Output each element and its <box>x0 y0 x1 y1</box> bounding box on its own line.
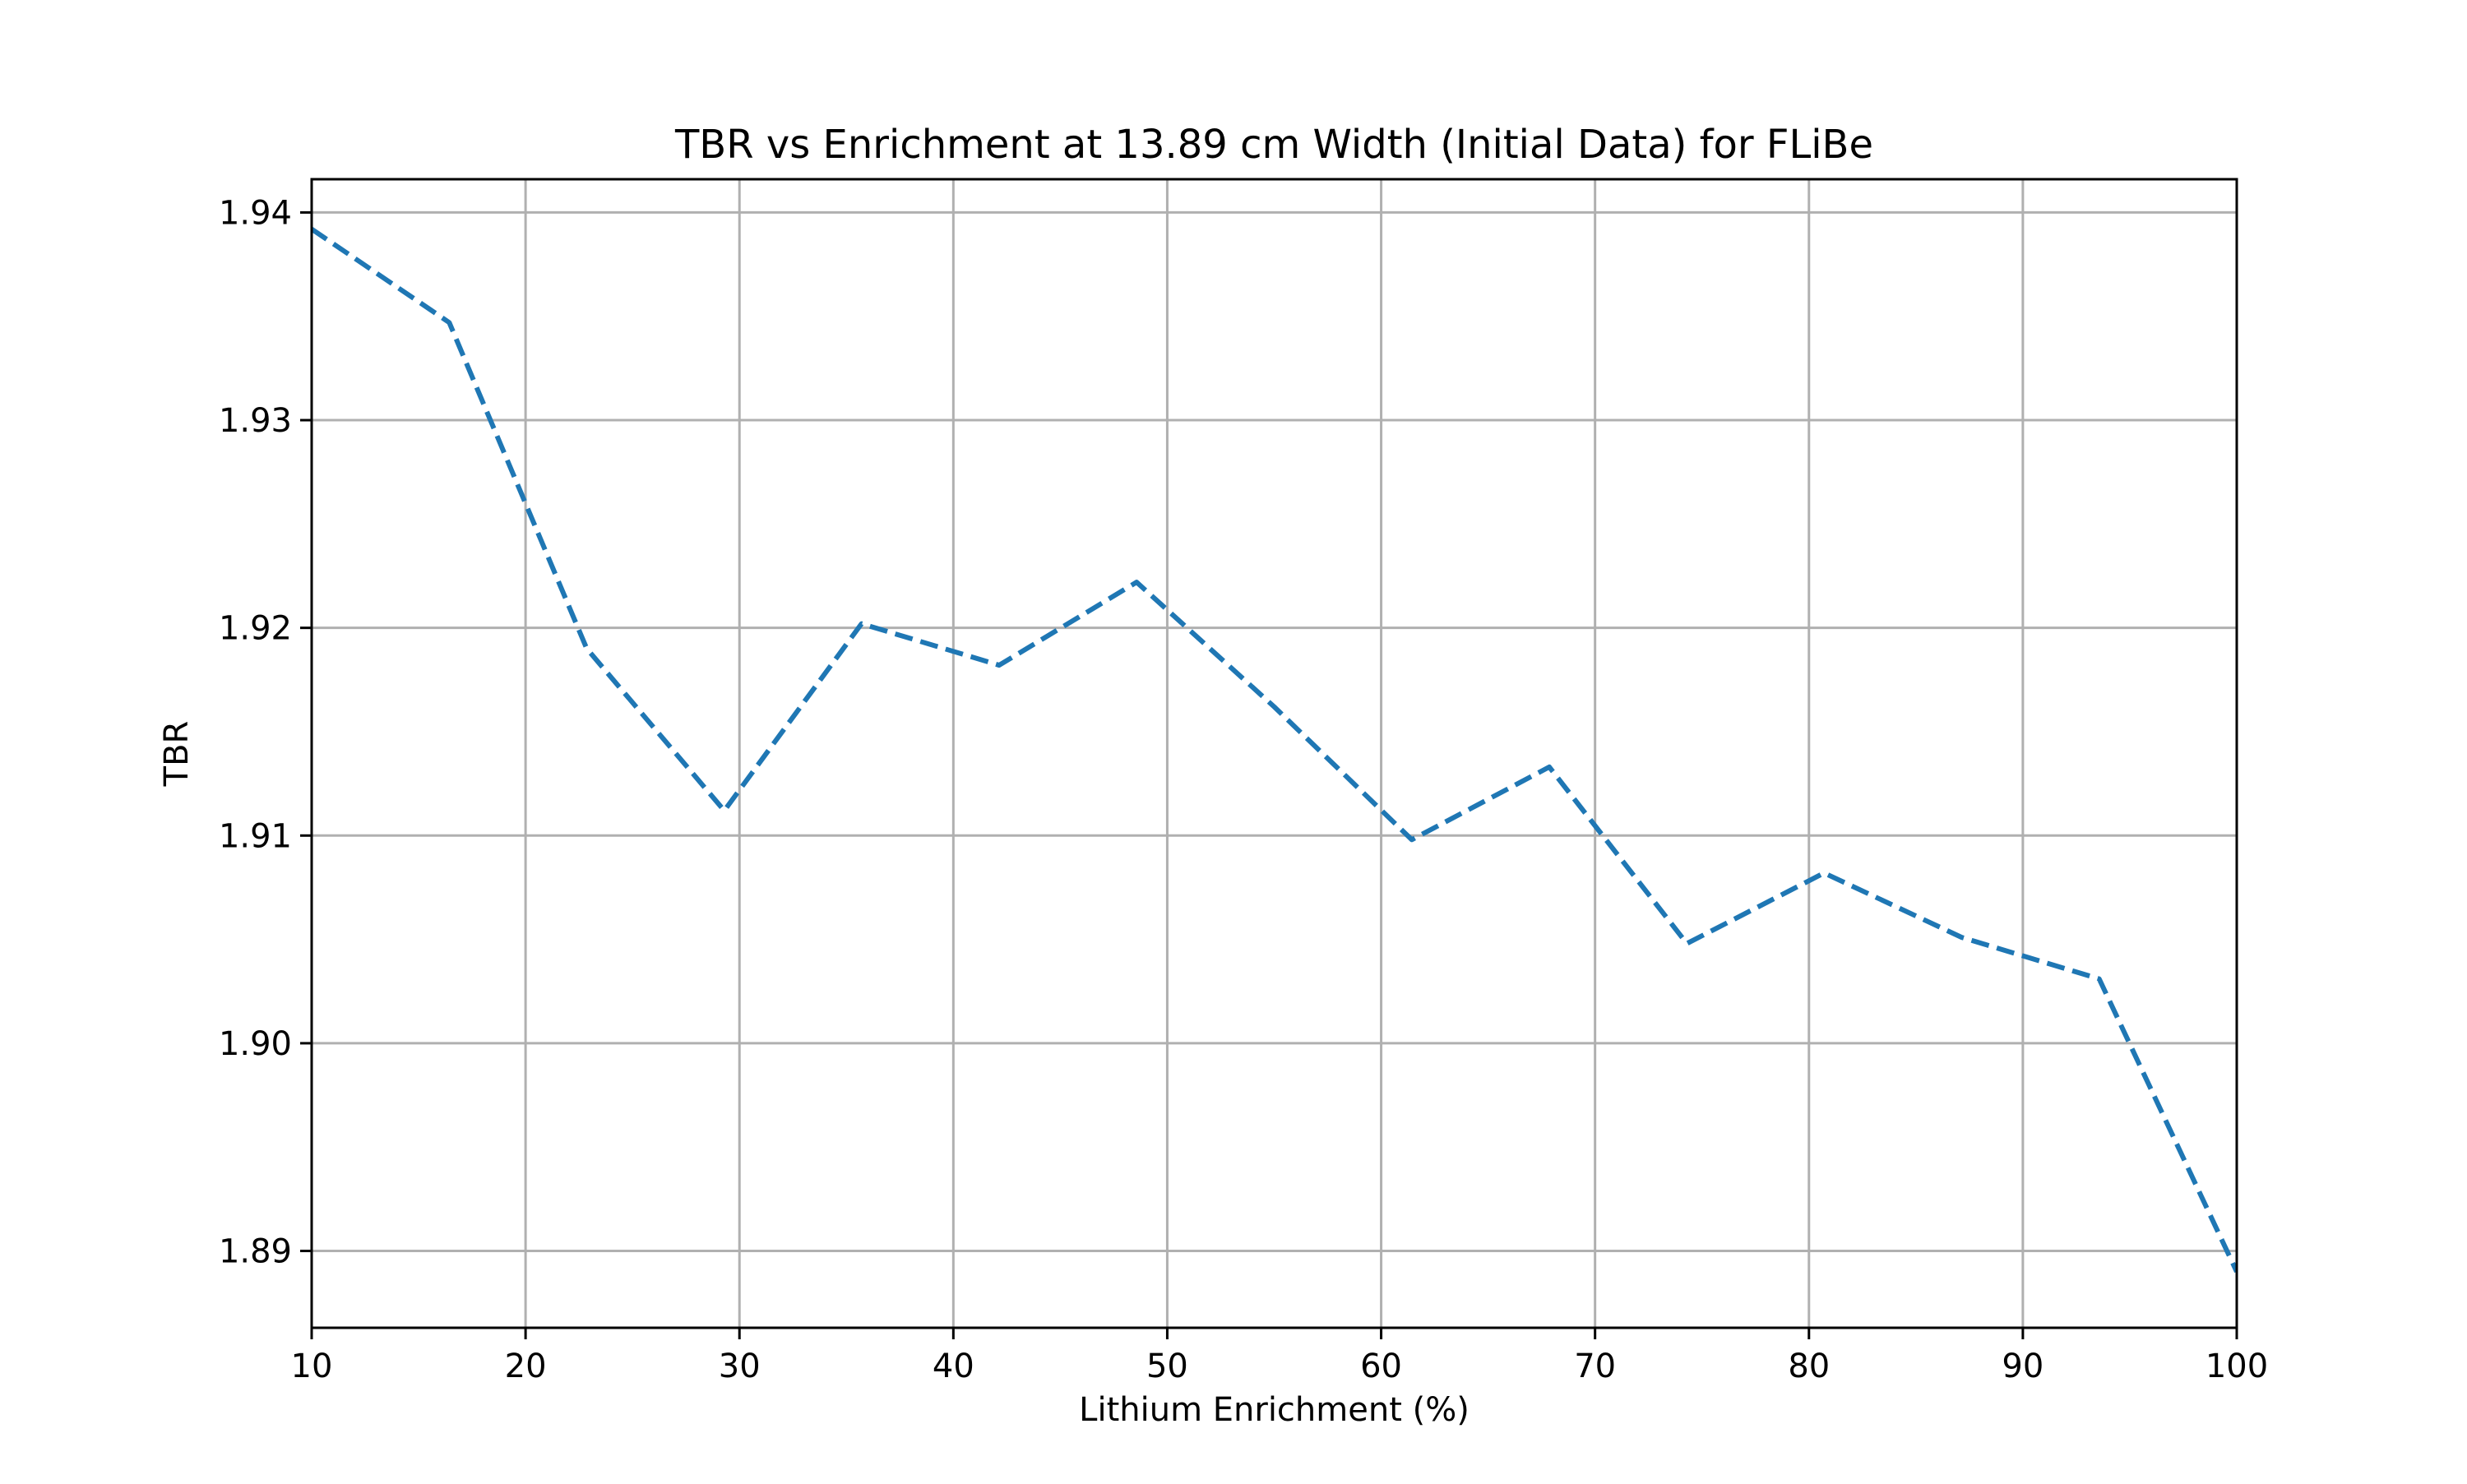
x-tick-label: 60 <box>1360 1348 1402 1385</box>
y-axis-label: TBR <box>158 721 196 788</box>
x-tick-label: 30 <box>719 1348 761 1385</box>
x-tick-label: 100 <box>2205 1348 2268 1385</box>
x-axis-label: Lithium Enrichment (%) <box>1079 1391 1470 1429</box>
ticks: 10 20 30 40 50 60 70 80 90 100 1.89 1.90 1.91 1.92 1.9… <box>219 194 2268 1385</box>
y-tick-label: 1.91 <box>219 817 292 855</box>
y-tick-label: 1.93 <box>219 402 292 440</box>
y-tick-label: 1.92 <box>219 610 292 648</box>
chart-title: TBR vs Enrichment at 13.89 cm Width (Ini… <box>674 122 1873 168</box>
y-tick-label: 1.89 <box>219 1233 292 1271</box>
grid <box>310 179 2238 1328</box>
x-tick-label: 50 <box>1146 1348 1188 1385</box>
x-tick-label: 80 <box>1788 1348 1830 1385</box>
y-tick-label: 1.94 <box>219 194 292 232</box>
y-tick-label: 1.90 <box>219 1025 292 1063</box>
series-layer <box>312 227 2237 1274</box>
x-tick-label: 70 <box>1574 1348 1616 1385</box>
series-line <box>312 227 2237 1274</box>
x-tick-label: 40 <box>933 1348 974 1385</box>
x-tick-label: 90 <box>2002 1348 2043 1385</box>
x-tick-label: 10 <box>291 1348 333 1385</box>
x-tick-label: 20 <box>505 1348 547 1385</box>
plot-frame <box>310 178 2238 1329</box>
